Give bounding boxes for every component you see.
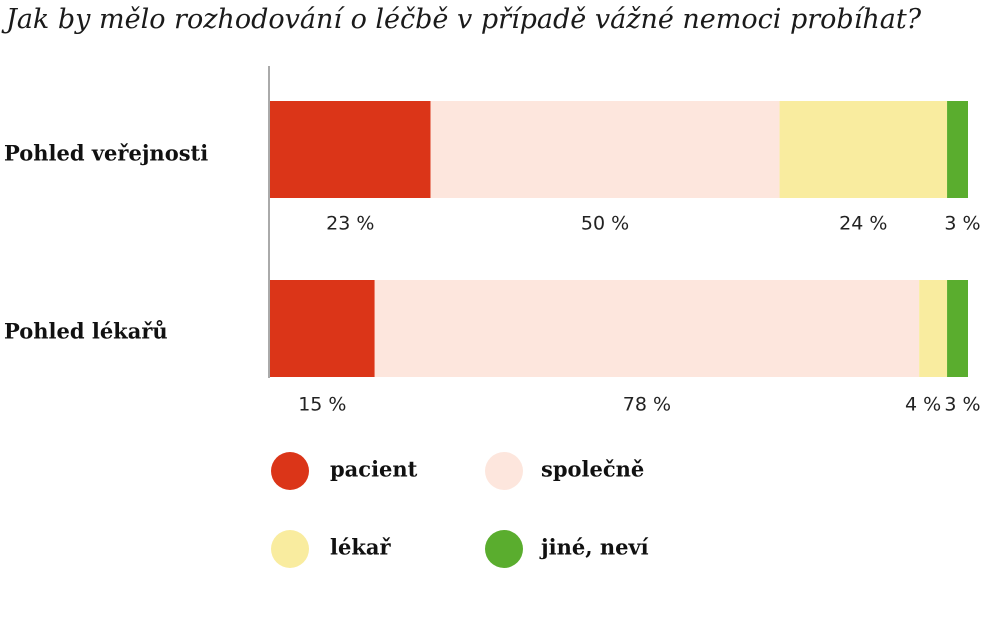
category-label: Pohled veřejnosti <box>4 141 208 166</box>
value-label: 23 % <box>326 213 374 235</box>
bar-segment <box>919 280 948 377</box>
legend-label: společně <box>541 457 644 482</box>
bar-segment <box>947 280 968 377</box>
bar-segment <box>947 101 968 198</box>
chart-title: Jak by mělo rozhodování o léčbě v případ… <box>6 4 922 35</box>
legend-label: jiné, neví <box>539 535 649 560</box>
legend-swatch <box>485 452 523 490</box>
value-label: 3 % <box>944 394 980 416</box>
value-label: 3 % <box>944 213 980 235</box>
value-label: 4 % <box>905 394 941 416</box>
value-label: 15 % <box>298 394 346 416</box>
legend-swatch <box>485 530 523 568</box>
category-label: Pohled lékařů <box>4 319 168 344</box>
bar-segment <box>270 280 375 377</box>
legend-swatch <box>271 530 309 568</box>
bar-segment <box>374 280 920 377</box>
value-label: 78 % <box>623 394 671 416</box>
legend-swatch <box>271 452 309 490</box>
legend-label: pacient <box>330 457 418 482</box>
value-label: 50 % <box>581 213 629 235</box>
bar-segment <box>270 101 431 198</box>
bar-segment <box>779 101 948 198</box>
bar-segment <box>430 101 780 198</box>
value-label: 24 % <box>839 213 887 235</box>
legend-label: lékař <box>330 535 391 560</box>
